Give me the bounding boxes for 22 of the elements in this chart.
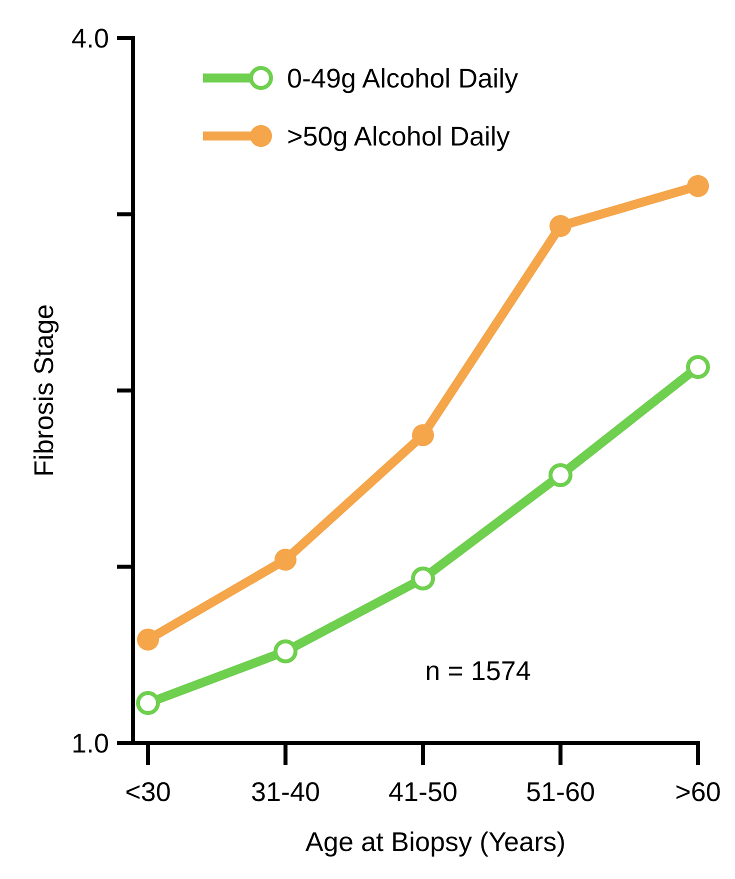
x-tick-label: >60 <box>675 777 721 807</box>
point <box>548 463 572 488</box>
y-axis-title: Fibrosis Stage <box>29 304 59 477</box>
point <box>411 566 435 590</box>
point <box>687 175 709 198</box>
y-tick-label: 1.0 <box>71 728 109 758</box>
point <box>274 548 296 571</box>
x-tick-label: 31-40 <box>250 777 320 807</box>
point <box>137 628 159 651</box>
x-tick-label: <30 <box>125 777 171 807</box>
y-tick-label: 4.0 <box>71 23 109 54</box>
annotation: n = 1574 <box>425 656 531 686</box>
point <box>412 424 434 446</box>
point <box>274 639 298 664</box>
x-axis-title: Age at Biopsy (Years) <box>305 827 566 857</box>
point <box>686 355 710 379</box>
legend-label: 0-49g Alcohol Daily <box>287 63 519 94</box>
x-tick-label: 51-60 <box>526 777 596 807</box>
x-tick-label: 41-50 <box>388 777 458 807</box>
point <box>550 215 572 237</box>
point <box>136 691 160 716</box>
legend-label: >50g Alcohol Daily <box>287 121 510 152</box>
